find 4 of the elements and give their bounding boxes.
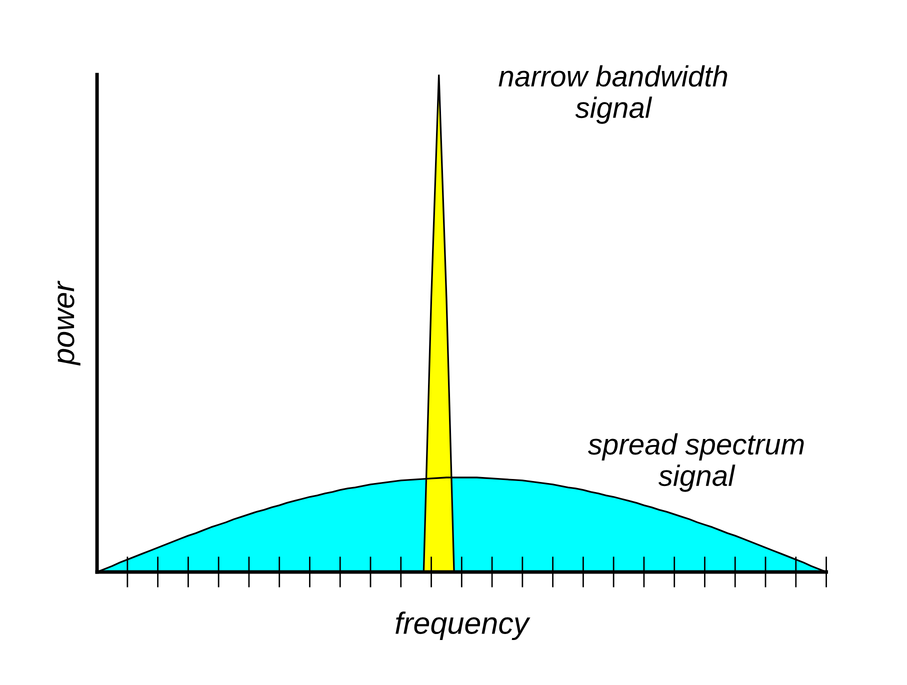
y-axis-title: power <box>58 280 80 366</box>
annotation: narrow bandwidth signal <box>498 65 728 124</box>
x-axis-title: frequency <box>396 612 530 640</box>
annotation: spread spectrum signal <box>588 433 804 492</box>
